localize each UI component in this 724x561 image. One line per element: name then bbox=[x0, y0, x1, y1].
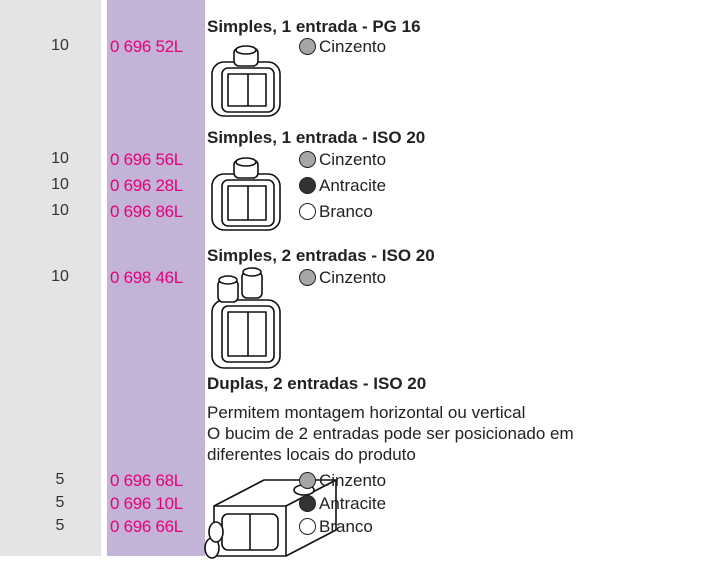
color-swatch bbox=[299, 38, 316, 55]
product-image bbox=[211, 45, 281, 117]
quantity: 10 bbox=[51, 202, 69, 219]
description: Permitem montagem horizontal ou vertical bbox=[207, 403, 526, 422]
description: O bucim de 2 entradas pode ser posiciona… bbox=[207, 424, 574, 443]
color-swatch bbox=[299, 472, 316, 489]
section-title: Simples, 1 entrada - ISO 20 bbox=[207, 128, 426, 147]
product-image bbox=[211, 157, 281, 231]
quantity-column bbox=[0, 0, 101, 556]
color-swatch bbox=[299, 177, 316, 194]
code-column bbox=[107, 0, 205, 556]
quantity: 5 bbox=[55, 517, 65, 534]
color-swatch bbox=[299, 151, 316, 168]
quantity: 10 bbox=[51, 268, 69, 285]
product-code: 0 698 46L bbox=[110, 268, 183, 287]
color-name: Cinzento bbox=[319, 268, 387, 287]
product-image bbox=[211, 267, 281, 369]
color-name: Antracite bbox=[319, 494, 387, 513]
product-code: 0 696 86L bbox=[110, 202, 183, 221]
quantity: 10 bbox=[51, 150, 69, 167]
section-title: Simples, 1 entrada - PG 16 bbox=[207, 17, 421, 36]
description: diferentes locais do produto bbox=[207, 445, 416, 464]
product-code: 0 696 68L bbox=[110, 471, 183, 490]
quantity: 10 bbox=[51, 176, 69, 193]
color-name: Branco bbox=[319, 202, 373, 221]
quantity: 10 bbox=[51, 37, 69, 54]
quantity: 5 bbox=[55, 471, 65, 488]
color-name: Branco bbox=[319, 517, 373, 536]
quantity: 5 bbox=[55, 494, 65, 511]
product-code: 0 696 66L bbox=[110, 517, 183, 536]
color-name: Antracite bbox=[319, 176, 387, 195]
color-swatch bbox=[299, 518, 316, 535]
product-code: 0 696 52L bbox=[110, 37, 183, 56]
section-title: Simples, 2 entradas - ISO 20 bbox=[207, 246, 435, 265]
product-code: 0 696 28L bbox=[110, 176, 183, 195]
section-title: Duplas, 2 entradas - ISO 20 bbox=[207, 374, 427, 393]
color-swatch bbox=[299, 203, 316, 220]
color-swatch bbox=[299, 495, 316, 512]
color-name: Cinzento bbox=[319, 471, 387, 490]
product-code: 0 696 10L bbox=[110, 494, 183, 513]
product-code: 0 696 56L bbox=[110, 150, 183, 169]
color-name: Cinzento bbox=[319, 37, 387, 56]
color-name: Cinzento bbox=[319, 150, 387, 169]
color-swatch bbox=[299, 269, 316, 286]
